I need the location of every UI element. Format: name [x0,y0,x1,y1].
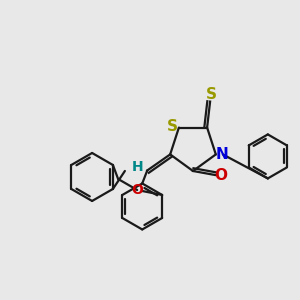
Text: S: S [167,119,177,134]
Text: O: O [214,167,227,182]
Text: S: S [206,87,217,102]
Text: H: H [131,160,143,175]
Text: O: O [131,183,143,197]
Text: N: N [215,147,228,162]
